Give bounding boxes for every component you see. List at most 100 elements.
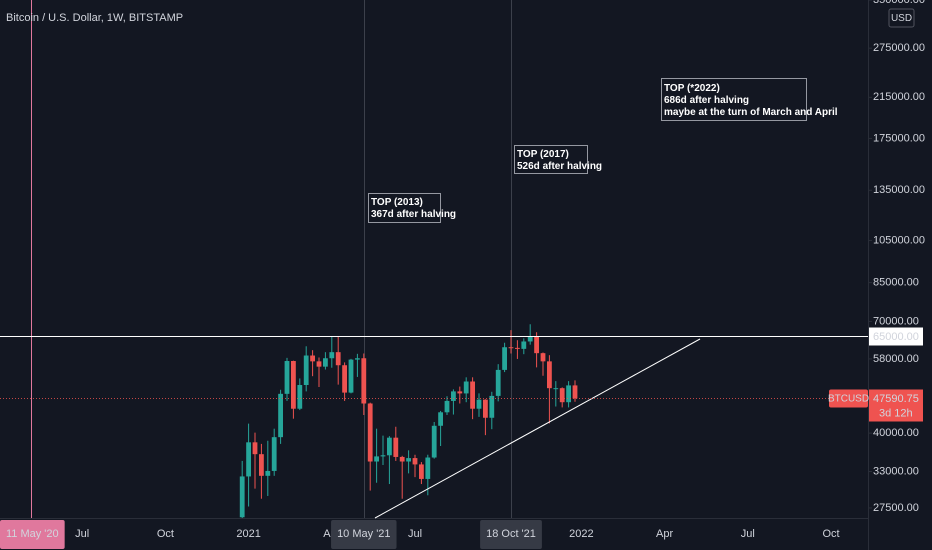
candle-body <box>489 395 495 418</box>
candle-body <box>323 358 328 367</box>
y-tick-label: 27500.00 <box>873 502 919 514</box>
currency-label[interactable]: USD <box>891 13 912 24</box>
candle-body <box>316 361 322 367</box>
highlighted-date-label: 11 May '20 <box>6 528 59 540</box>
candle-body <box>534 336 539 354</box>
annotation: TOP (2013) 367d after halving <box>368 193 456 223</box>
candle-body <box>361 358 367 404</box>
candle-body <box>259 454 264 476</box>
candle-body <box>412 458 418 465</box>
annotation-text: 367d after halving <box>371 209 456 220</box>
candle-body <box>380 455 386 457</box>
annotation-text: maybe at the turn of March and April <box>664 107 838 118</box>
x-tick-label: 2021 <box>236 528 260 540</box>
candle-body <box>348 359 354 393</box>
candle-body <box>342 365 347 393</box>
candle-body <box>271 437 277 471</box>
x-tick-label: Jul <box>408 528 422 540</box>
candle-body <box>438 412 443 426</box>
last-price-label: 47590.75 <box>873 393 919 405</box>
candle-body <box>547 361 552 389</box>
candle-body <box>476 399 482 409</box>
candle-body <box>457 391 463 394</box>
x-tick-label: 2022 <box>569 528 593 540</box>
candle-body <box>566 385 571 403</box>
candle-body <box>502 347 507 370</box>
candle-body <box>291 361 296 409</box>
candle-body <box>284 361 290 394</box>
candle-body <box>431 425 437 458</box>
candle-body <box>303 355 309 386</box>
candle-body <box>406 458 411 462</box>
candle-body <box>451 391 456 401</box>
candle-body <box>508 347 514 349</box>
candle-body <box>367 403 373 462</box>
y-tick-label: 70000.00 <box>873 315 919 327</box>
trend-line <box>374 338 701 519</box>
candle-body <box>246 442 251 477</box>
annotation-box <box>368 193 441 223</box>
annotation-text: TOP (2013) <box>371 197 423 208</box>
y-tick-label: 105000.00 <box>873 234 925 246</box>
highlighted-date-box <box>0 520 65 549</box>
annotation: TOP (2017) 526d after halving <box>514 145 602 174</box>
y-tick-label: 275000.00 <box>873 42 925 54</box>
plot-area <box>239 324 578 518</box>
annotation-text: TOP (2017) <box>517 149 569 160</box>
symbol-label: BTCUSD <box>828 394 869 405</box>
annotation-text: TOP (*2022) <box>664 83 720 94</box>
candle-body <box>495 369 501 396</box>
y-tick-label: 85000.00 <box>873 277 919 289</box>
symbol-box <box>829 389 868 408</box>
y-tick-label: 58000.00 <box>873 353 919 365</box>
candle-body <box>399 456 405 462</box>
x-tick-label: Jul <box>75 528 89 540</box>
candle-body <box>393 437 399 457</box>
candle-body <box>463 381 469 394</box>
x-tick-label: Oct <box>822 528 839 540</box>
candle-body <box>252 442 258 455</box>
countdown-label: 3d 12h <box>879 407 913 419</box>
candle-body <box>297 385 303 409</box>
highlighted-date-label: 10 May '21 <box>337 528 390 540</box>
candle-body <box>553 388 559 390</box>
candle-body <box>559 388 565 403</box>
y-tick-label: 40000.00 <box>873 427 919 439</box>
horizontal-line-label: 65000.00 <box>873 331 919 343</box>
annotation-box <box>661 78 807 121</box>
candle-body <box>387 437 392 456</box>
last-price-box <box>869 389 923 422</box>
candle-body <box>444 400 450 413</box>
y-tick-label: 135000.00 <box>873 184 925 196</box>
candle-body <box>572 385 578 399</box>
candle-body <box>278 393 283 438</box>
annotation: TOP (*2022) 686d after halving maybe at … <box>661 78 838 121</box>
annotation-box <box>514 145 588 174</box>
candle-body <box>374 456 379 462</box>
candle-body <box>470 381 475 409</box>
highlighted-date-box <box>480 520 542 549</box>
candle-body <box>329 352 335 359</box>
candle-body <box>515 347 520 349</box>
overlay: 65000.00 BTCUSD 47590.75 3d 12h Jul Oct 2021 Ap… <box>0 327 923 549</box>
x-tick-label: Oct <box>157 528 174 540</box>
chart-title: Bitcoin / U.S. Dollar, 1W, BITSTAMP <box>6 12 183 24</box>
candle-body <box>419 464 424 479</box>
x-tick-label: Apr <box>656 528 673 540</box>
x-tick-label: Jul <box>741 528 755 540</box>
currency-box[interactable] <box>888 8 915 28</box>
horizontal-line-label-box <box>869 327 923 346</box>
candle-body <box>527 336 533 342</box>
candle-body <box>425 457 431 479</box>
y-tick-label: 175000.00 <box>873 132 925 144</box>
y-tick-label: 33000.00 <box>873 465 919 477</box>
highlighted-date-box <box>331 520 397 549</box>
candle-body <box>239 476 245 518</box>
vertical-lines <box>31 0 512 518</box>
candle-body <box>521 341 527 349</box>
y-tick-label: 350000.00 <box>873 0 925 6</box>
annotation-text: 686d after halving <box>664 95 749 106</box>
candle-body <box>335 352 341 366</box>
highlighted-date-label: 18 Oct '21 <box>486 528 536 540</box>
